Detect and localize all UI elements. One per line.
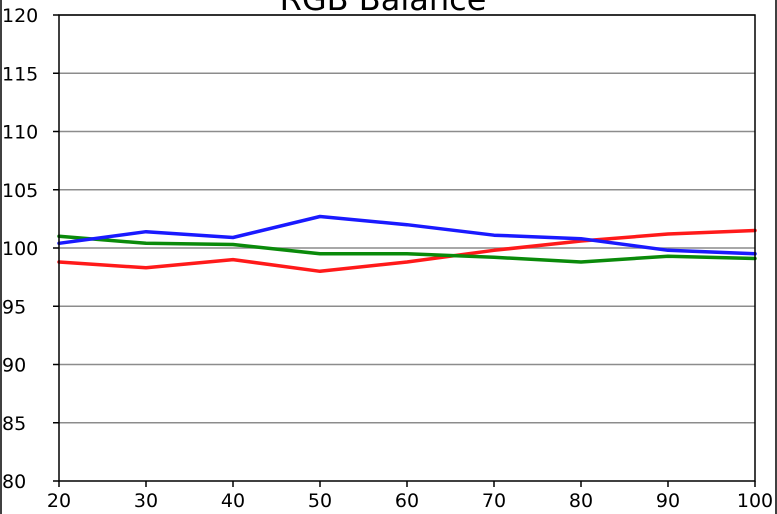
y-tick-label: 95 — [2, 296, 26, 318]
x-tick-label: 70 — [482, 490, 506, 512]
series-lines — [57, 214, 757, 274]
y-tick-label: 100 — [2, 238, 38, 260]
x-tick-label: 80 — [569, 490, 593, 512]
y-tick-label: 110 — [2, 122, 38, 144]
chart-title: RGB Balance — [280, 0, 487, 18]
series-line-blue — [57, 214, 757, 256]
x-tick-label: 20 — [47, 490, 71, 512]
x-tick-label: 60 — [395, 490, 419, 512]
tick-labels: 80 85 90 95 100 105 110 115 120 20 30 40 50 60 70 80 90 1… — [2, 5, 773, 512]
series-line-green — [57, 234, 757, 264]
x-tick-label: 50 — [308, 490, 332, 512]
series-line-red — [57, 228, 757, 274]
y-tick-label: 90 — [2, 355, 26, 377]
gridlines — [59, 14, 755, 424]
y-tick-label: 105 — [2, 180, 38, 202]
x-tick-label: 100 — [737, 490, 773, 512]
y-tick-label: 120 — [2, 5, 38, 27]
y-tick-label: 80 — [2, 471, 26, 493]
x-tick-label: 30 — [134, 490, 158, 512]
x-tick-label: 90 — [656, 490, 680, 512]
x-tick-label: 40 — [221, 490, 245, 512]
y-tick-label: 85 — [2, 413, 26, 435]
y-tick-label: 115 — [2, 63, 38, 85]
plot-frame — [58, 14, 756, 482]
